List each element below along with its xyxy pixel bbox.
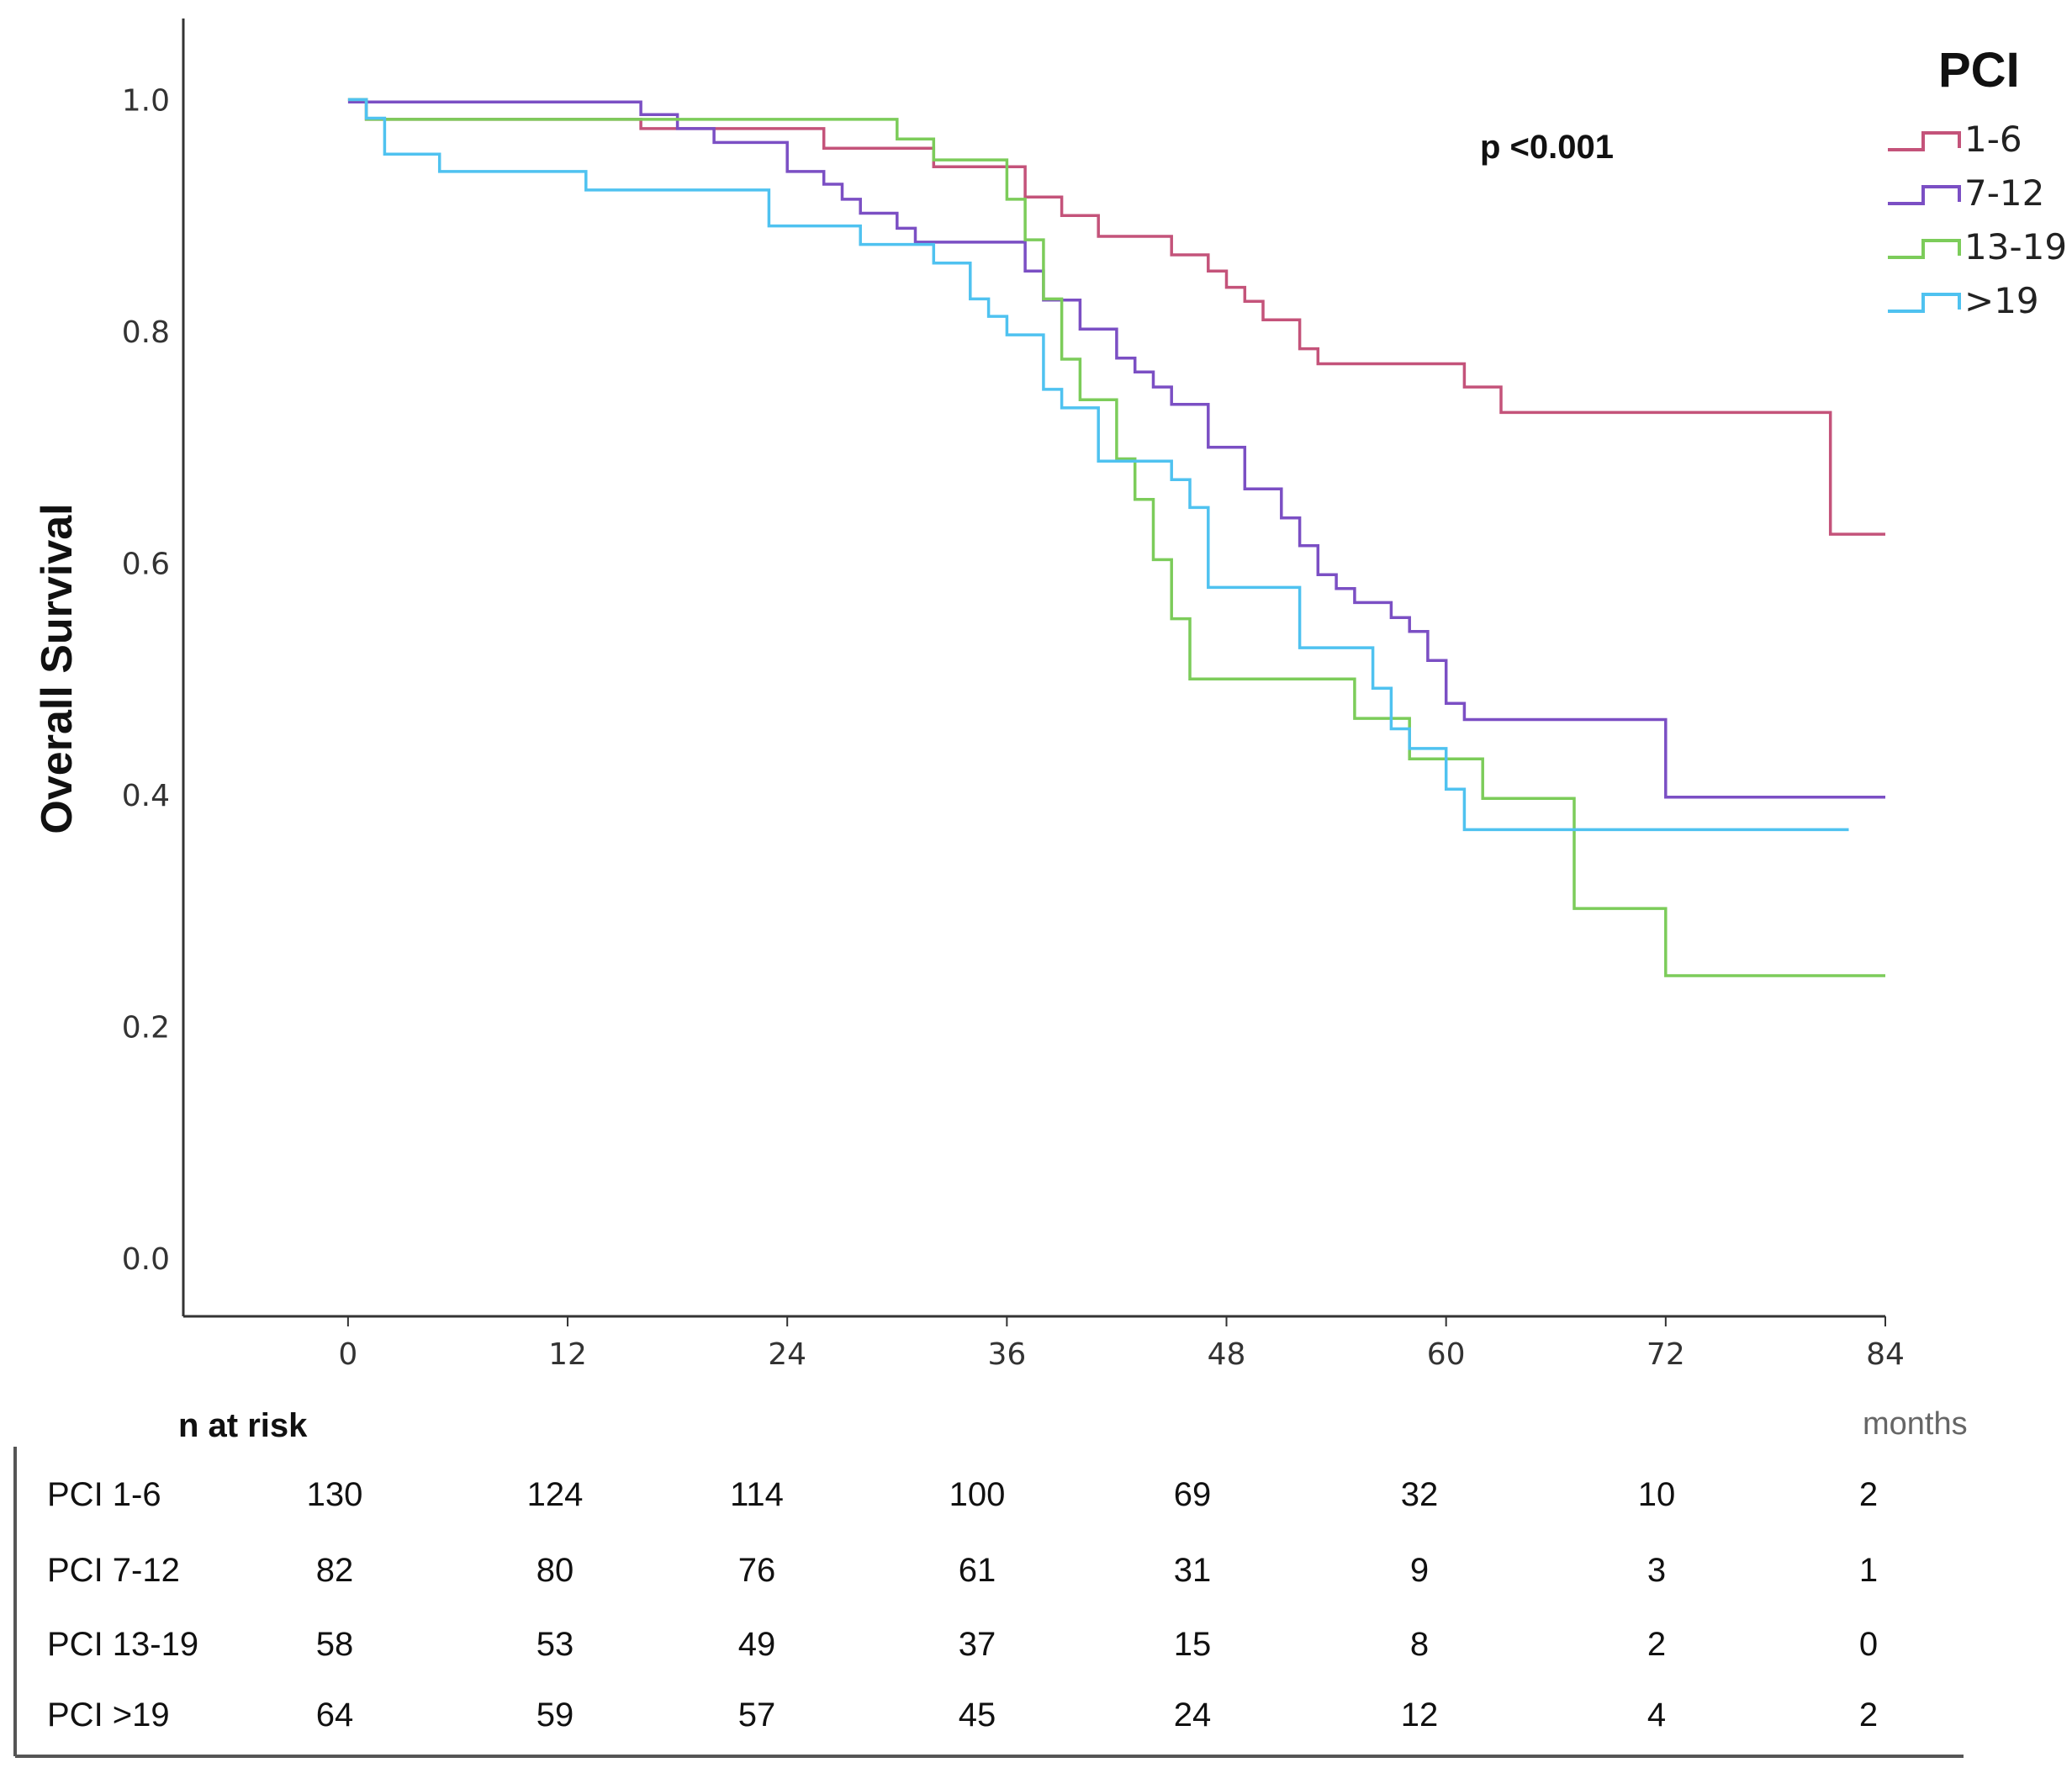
risk-cell: 31 — [1174, 1552, 1212, 1589]
y-axis-label: Overall Survival — [33, 503, 82, 834]
risk-cell: 124 — [527, 1476, 584, 1513]
risk-row-label: PCI >19 — [47, 1697, 170, 1734]
risk-cell: 114 — [730, 1476, 784, 1513]
risk-cell: 32 — [1401, 1476, 1439, 1513]
x-tick-label: 12 — [548, 1337, 587, 1372]
y-tick-label: 0.2 — [122, 1011, 170, 1045]
risk-cell: 49 — [738, 1626, 776, 1663]
x-tick-label: 60 — [1427, 1337, 1466, 1372]
risk-table-header: n at risk — [178, 1407, 308, 1444]
risk-cell: 80 — [536, 1552, 574, 1589]
risk-cell: 0 — [1859, 1626, 1878, 1663]
risk-cell: 69 — [1174, 1476, 1212, 1513]
risk-cell: 9 — [1410, 1552, 1429, 1589]
p-value-annotation: p <0.001 — [1480, 129, 1614, 166]
y-tick-label: 1.0 — [122, 83, 170, 118]
risk-cell: 64 — [316, 1697, 354, 1734]
x-tick-label: 72 — [1646, 1337, 1685, 1372]
risk-row-label: PCI 13-19 — [47, 1626, 198, 1663]
legend-swatch — [1888, 185, 1961, 205]
risk-cell: 1 — [1859, 1552, 1878, 1589]
risk-cell: 100 — [949, 1476, 1006, 1513]
axes — [182, 19, 1885, 1318]
legend-label: >19 — [1964, 280, 2039, 321]
legend-title: PCI — [1938, 43, 2020, 98]
y-tick-label: 0.8 — [122, 315, 170, 350]
risk-cell: 2 — [1859, 1697, 1878, 1734]
risk-cell: 57 — [738, 1697, 776, 1734]
risk-cell: 12 — [1401, 1697, 1439, 1734]
risk-cell: 2 — [1647, 1626, 1666, 1663]
risk-cell: 130 — [307, 1476, 363, 1513]
risk-cell: 2 — [1859, 1476, 1878, 1513]
km-curve-1319 — [347, 98, 1885, 977]
y-ticks: 0.0 0.2 0.4 0.6 0.8 1.0 — [122, 83, 170, 1277]
y-tick-label: 0.0 — [122, 1242, 170, 1277]
risk-table: n at risk months PCI 1-6 130 124 114 100 69 32… — [13, 1406, 1968, 1758]
risk-row-label: PCI 1-6 — [47, 1476, 161, 1513]
risk-row-label: PCI 7-12 — [47, 1552, 180, 1589]
x-tick-label: 84 — [1866, 1337, 1905, 1372]
x-tick-label: 48 — [1208, 1337, 1246, 1372]
x-axis-unit-label: months — [1863, 1406, 1968, 1442]
legend-swatch — [1888, 239, 1961, 259]
legend-label: 1-6 — [1964, 119, 2022, 160]
y-tick-label: 0.4 — [122, 779, 170, 813]
risk-cell: 76 — [738, 1552, 776, 1589]
x-tick-label: 36 — [987, 1337, 1026, 1372]
x-ticks: 0 12 24 36 48 60 72 84 — [338, 1316, 1905, 1372]
risk-cell: 53 — [536, 1626, 574, 1663]
legend: PCI 1-6 7-12 13-19 >19 — [1888, 43, 2067, 321]
km-curve-19 — [347, 98, 1849, 832]
legend-swatch — [1888, 131, 1961, 151]
risk-cell: 24 — [1174, 1697, 1212, 1734]
risk-cell: 3 — [1647, 1552, 1666, 1589]
risk-cell: 59 — [536, 1697, 574, 1734]
x-tick-label: 24 — [768, 1337, 806, 1372]
risk-cell: 8 — [1410, 1626, 1429, 1663]
risk-cell: 61 — [959, 1552, 996, 1589]
risk-cell: 15 — [1174, 1626, 1212, 1663]
risk-cell: 82 — [316, 1552, 354, 1589]
legend-label: 13-19 — [1964, 226, 2067, 267]
legend-swatch — [1888, 293, 1961, 313]
km-curve-16 — [347, 98, 1885, 536]
risk-cell: 58 — [316, 1626, 354, 1663]
km-curve-712 — [347, 100, 1885, 799]
risk-cell: 45 — [959, 1697, 996, 1734]
risk-cell: 37 — [959, 1626, 996, 1663]
y-tick-label: 0.6 — [122, 548, 170, 582]
x-tick-label: 0 — [338, 1337, 357, 1372]
risk-cell: 10 — [1638, 1476, 1676, 1513]
series-group — [347, 98, 1885, 977]
legend-label: 7-12 — [1964, 172, 2044, 214]
risk-cell: 4 — [1647, 1697, 1666, 1734]
